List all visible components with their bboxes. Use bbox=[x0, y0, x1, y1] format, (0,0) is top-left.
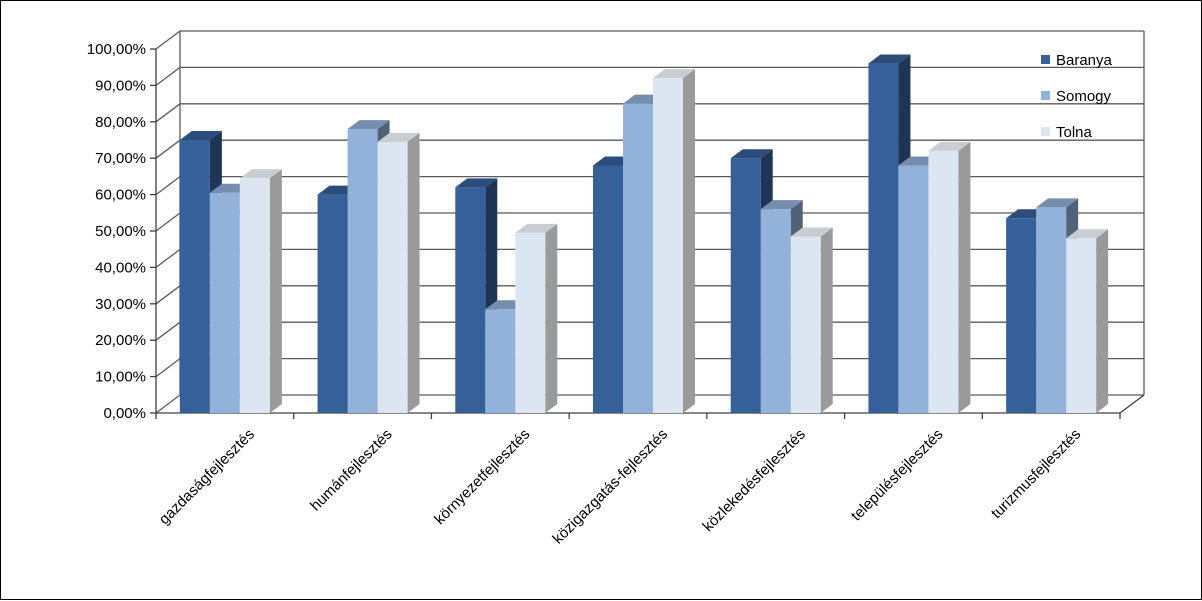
bar-top bbox=[179, 131, 222, 140]
legend-swatch bbox=[1041, 127, 1050, 136]
x-tick-label: környezetfejlesztés bbox=[431, 426, 533, 528]
gridline-side bbox=[155, 30, 181, 50]
bar-side bbox=[683, 69, 695, 414]
bar-top bbox=[239, 169, 282, 179]
bar-top bbox=[730, 149, 773, 159]
y-tick-label: 10,00% bbox=[95, 369, 146, 386]
x-tick-label: közlekedésfejlesztés bbox=[700, 426, 809, 535]
y-tick-label: 40,00% bbox=[95, 259, 146, 276]
bar-side bbox=[958, 141, 971, 414]
bar bbox=[898, 165, 929, 413]
bar-top bbox=[868, 54, 911, 64]
bar bbox=[623, 103, 653, 413]
gridline-side bbox=[155, 103, 181, 123]
x-tick-label: közigazgatás-fejlesztés bbox=[549, 426, 671, 548]
gridline-side bbox=[155, 358, 181, 378]
bar bbox=[239, 178, 270, 413]
bar bbox=[653, 78, 683, 414]
legend-swatch bbox=[1041, 91, 1050, 100]
bar-side bbox=[545, 223, 558, 413]
bar-top bbox=[515, 223, 558, 233]
bar bbox=[868, 63, 899, 414]
gridline-side bbox=[155, 285, 181, 305]
x-tick-label: településfejlesztés bbox=[848, 426, 947, 525]
bar-top bbox=[455, 178, 498, 188]
bar bbox=[1066, 238, 1097, 413]
bar-top bbox=[347, 120, 390, 130]
bar bbox=[730, 158, 761, 413]
gridline-side bbox=[155, 66, 181, 86]
bar bbox=[515, 232, 546, 413]
gridline-side bbox=[155, 176, 181, 196]
legend-swatch bbox=[1041, 55, 1050, 64]
bar bbox=[1036, 207, 1067, 413]
x-tick-label: turizmusfejlesztés bbox=[988, 426, 1084, 522]
gridline-side bbox=[155, 212, 181, 232]
bar bbox=[790, 236, 821, 413]
bar-side bbox=[1096, 229, 1109, 413]
y-tick-label: 30,00% bbox=[95, 296, 146, 313]
y-tick-label: 0,00% bbox=[103, 405, 146, 422]
legend-label: Tolna bbox=[1056, 124, 1093, 141]
bar bbox=[928, 150, 959, 414]
bar bbox=[455, 187, 486, 413]
bar-side bbox=[269, 169, 282, 413]
bar-top bbox=[377, 132, 420, 142]
bar bbox=[1006, 218, 1037, 413]
gridline-side bbox=[155, 321, 181, 341]
bar-top bbox=[653, 69, 695, 79]
bar bbox=[179, 140, 210, 413]
y-tick-label: 100,00% bbox=[87, 41, 146, 58]
gridline-side bbox=[155, 248, 181, 268]
bar bbox=[593, 165, 623, 413]
y-tick-label: 80,00% bbox=[95, 114, 146, 131]
bar bbox=[485, 309, 516, 413]
bar-side bbox=[407, 132, 420, 413]
bar-top bbox=[928, 141, 971, 151]
x-tick-label: gazdaságfejlesztés bbox=[156, 426, 258, 528]
bar bbox=[347, 129, 378, 413]
y-tick-label: 20,00% bbox=[95, 332, 146, 349]
bar-top bbox=[790, 227, 833, 237]
bar bbox=[760, 209, 791, 413]
legend-label: Baranya bbox=[1056, 52, 1113, 69]
gridline-side bbox=[155, 394, 181, 414]
y-tick-label: 50,00% bbox=[95, 223, 146, 240]
bar-top bbox=[760, 200, 803, 210]
y-tick-label: 70,00% bbox=[95, 150, 146, 167]
bar-side bbox=[820, 227, 833, 413]
floor-edge bbox=[1119, 394, 1145, 414]
bar-top bbox=[1066, 229, 1109, 239]
bar bbox=[377, 141, 408, 413]
bar bbox=[209, 192, 240, 413]
y-tick-label: 90,00% bbox=[95, 77, 146, 94]
bar bbox=[317, 194, 348, 413]
gridline-side bbox=[155, 139, 181, 159]
x-tick-label: humánfejlesztés bbox=[307, 426, 396, 515]
legend-label: Somogy bbox=[1056, 88, 1112, 105]
bar-top bbox=[1036, 198, 1079, 208]
y-tick-label: 60,00% bbox=[95, 187, 146, 204]
